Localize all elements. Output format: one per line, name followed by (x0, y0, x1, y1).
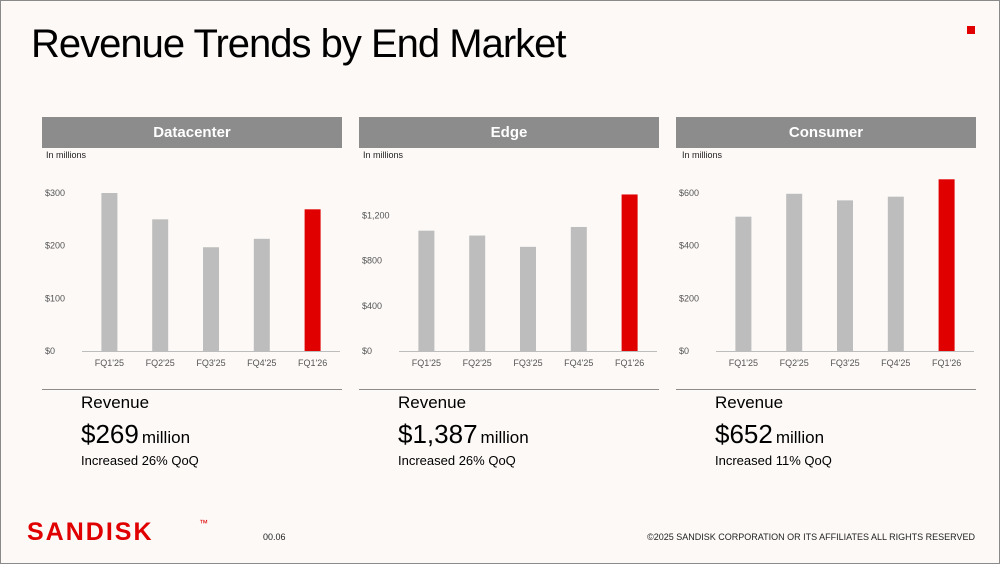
revenue-change-consumer: Increased 11% QoQ (715, 453, 832, 468)
x-tick-label: FQ3'25 (513, 358, 542, 368)
page-title: Revenue Trends by End Market (31, 22, 567, 66)
svg-text:™: ™ (199, 518, 208, 528)
revenue-unit: million (141, 428, 191, 447)
revenue-unit: million (480, 428, 529, 447)
x-tick-label: FQ2'25 (146, 358, 175, 368)
bar-chart-consumer: $0 $200 $400 $600 FQ1'25 FQ2'25 FQ3'25 FQ4'25 FQ… (676, 179, 976, 390)
units-label-consumer: In millions (682, 150, 723, 160)
y-tick-label: $200 (679, 293, 699, 303)
bar-chart-edge: $0 $400 $800 $1,200 FQ1'25 FQ2'25 FQ3'25 FQ4'25… (359, 194, 659, 390)
y-tick-label: $1,200 (362, 211, 390, 221)
x-tick-label: FQ2'25 (463, 358, 492, 368)
x-tick-label: FQ4'25 (247, 358, 276, 368)
revenue-amount: $652 (715, 419, 773, 449)
x-tick-label: FQ3'25 (196, 358, 225, 368)
y-tick-label: $0 (45, 346, 55, 356)
bar-chart-datacenter: $0 $100 $200 $300 FQ1'25 FQ2'25 FQ3'25 FQ4'25 FQ… (42, 188, 342, 390)
x-tick-label: FQ1'26 (932, 358, 961, 368)
revenue-amount: $269 (81, 419, 139, 449)
y-tick-label: $400 (679, 241, 699, 251)
y-tick-label: $200 (45, 241, 65, 251)
copyright-text: ©2025 SANDISK CORPORATION OR ITS AFFILIA… (647, 532, 975, 542)
panel-header-consumer: Consumer (676, 117, 976, 148)
bar-fq325 (837, 200, 853, 351)
x-tick-label: FQ4'25 (881, 358, 910, 368)
revenue-unit: million (775, 428, 825, 447)
bar-fq225 (786, 193, 803, 351)
bar-fq425 (887, 196, 904, 351)
bar-fq126 (304, 209, 321, 351)
x-tick-label: FQ2'25 (780, 358, 809, 368)
page-number: 00.06 (263, 532, 286, 542)
corner-accent-mark (967, 26, 975, 34)
x-tick-label: FQ1'25 (729, 358, 758, 368)
units-label-datacenter: In millions (46, 150, 87, 160)
bar-fq126 (938, 179, 955, 351)
revenue-label-consumer: Revenue (715, 393, 784, 412)
y-tick-label: $0 (679, 346, 689, 356)
y-tick-label: $0 (362, 346, 372, 356)
sandisk-logo: SANDISK ™ (27, 518, 208, 546)
revenue-value-edge: $1,387 million (398, 419, 529, 450)
bar-fq125 (101, 193, 118, 351)
bar-fq225 (469, 235, 486, 351)
y-tick-label: $100 (45, 293, 65, 303)
panel-header-edge: Edge (359, 117, 659, 148)
revenue-label-edge: Revenue (398, 393, 467, 412)
bar-fq325 (203, 247, 219, 351)
svg-text:SANDISK: SANDISK (27, 518, 154, 546)
bar-fq126 (621, 194, 638, 351)
bar-fq325 (520, 246, 536, 351)
revenue-label-datacenter: Revenue (81, 393, 150, 412)
panel-header-datacenter: Datacenter (42, 117, 342, 148)
y-tick-label: $600 (679, 188, 699, 198)
revenue-value-datacenter: $269 million (81, 419, 190, 450)
bar-fq225 (152, 219, 169, 351)
x-tick-label: FQ1'26 (298, 358, 327, 368)
x-tick-label: FQ1'25 (412, 358, 441, 368)
units-label-edge: In millions (363, 150, 404, 160)
bar-fq125 (418, 230, 435, 351)
y-tick-label: $400 (362, 301, 382, 311)
bar-fq425 (570, 226, 587, 351)
y-tick-label: $300 (45, 188, 65, 198)
x-tick-label: FQ4'25 (564, 358, 593, 368)
bar-fq125 (735, 216, 752, 351)
revenue-amount: $1,387 (398, 419, 478, 449)
x-tick-label: FQ1'25 (95, 358, 124, 368)
revenue-value-consumer: $652 million (715, 419, 824, 450)
revenue-change-edge: Increased 26% QoQ (398, 453, 516, 468)
x-tick-label: FQ3'25 (830, 358, 859, 368)
bar-fq425 (253, 238, 270, 351)
revenue-change-datacenter: Increased 26% QoQ (81, 453, 199, 468)
y-tick-label: $800 (362, 256, 382, 266)
x-tick-label: FQ1'26 (615, 358, 644, 368)
